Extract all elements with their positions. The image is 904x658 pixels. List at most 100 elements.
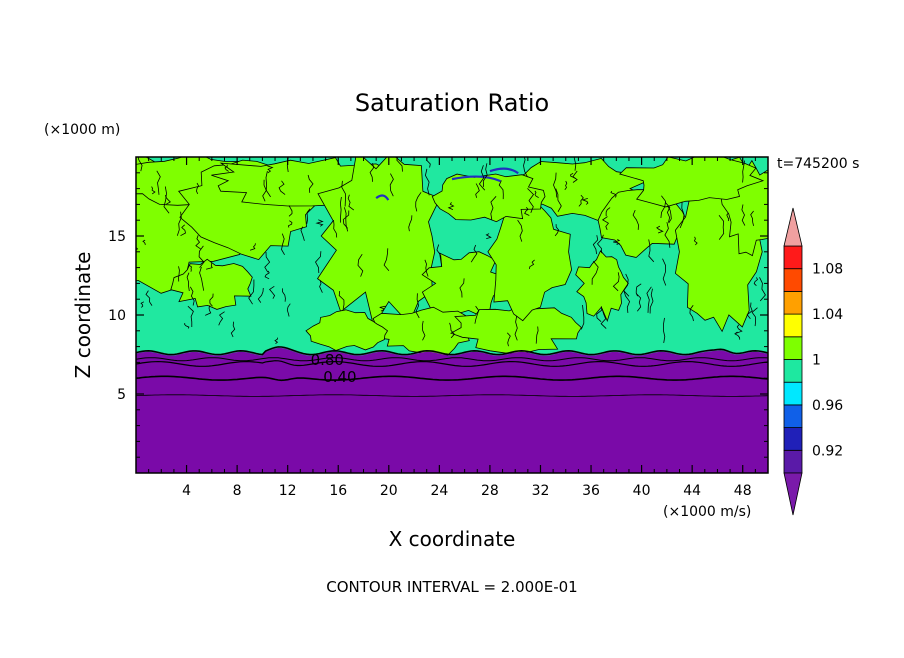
y-axis: 5 10 15 — [108, 172, 768, 458]
colorbar-tick-label: 1 — [812, 353, 821, 369]
contour-squiggle — [257, 287, 264, 303]
y-axis-units: (×1000 m) — [44, 122, 120, 138]
contour-squiggle — [315, 251, 322, 274]
contour-squiggle — [490, 196, 497, 220]
dry-layer-contour — [136, 357, 768, 362]
contour-squiggle — [424, 259, 429, 277]
green-patch — [450, 303, 582, 354]
contour-label-0-80: 0.80 — [311, 351, 344, 369]
contour-squiggle — [415, 293, 420, 319]
green-patch — [305, 309, 389, 351]
contour-squiggle — [156, 170, 161, 195]
contour-squiggle — [269, 285, 276, 299]
contour-squiggle — [592, 235, 599, 255]
contour-squiggle — [507, 332, 511, 347]
colorbar-tick-label: 0.92 — [812, 443, 843, 459]
contour-squiggle — [742, 160, 745, 183]
contour-squiggle — [383, 248, 390, 272]
contour-squiggle — [248, 279, 255, 305]
contour-squiggle — [470, 244, 478, 263]
contour-squiggle — [262, 179, 267, 202]
contour-squiggle — [746, 302, 753, 319]
colorbar-swatch — [783, 449, 803, 474]
contour-squiggle — [424, 168, 430, 196]
contour-squiggle — [300, 226, 305, 241]
contour-squiggle — [485, 233, 492, 239]
contour-squiggle — [646, 286, 652, 313]
contour-squiggle — [482, 163, 488, 187]
contour-squiggle — [415, 192, 422, 212]
contour-squiggle — [136, 246, 139, 252]
contour-squiggle — [679, 201, 685, 229]
contour-squiggle — [759, 277, 766, 302]
cyan-streaks — [375, 167, 519, 201]
x-axis-label: X coordinate — [389, 527, 516, 551]
dry-lower-layer-fill — [136, 347, 768, 473]
contour-squiggle — [347, 194, 355, 211]
y-tick-label: 5 — [117, 387, 126, 403]
contour-squiggle — [286, 303, 291, 317]
contour-squiggle — [534, 190, 539, 199]
colorbar-swatch — [783, 404, 803, 428]
green-patch — [316, 157, 441, 328]
contour-squiggle — [514, 315, 518, 341]
contour-squiggle — [750, 210, 754, 226]
colorbar: 0.92 0.96 1 1.04 1.08 — [783, 207, 843, 516]
y-tick-label: 15 — [108, 229, 126, 245]
contour-squiggle — [623, 290, 631, 313]
contour-squiggle — [578, 194, 584, 207]
contour-squiggle — [198, 245, 205, 268]
x-tick-label: 4 — [182, 483, 191, 499]
contour-squiggle — [459, 278, 465, 298]
contour-squiggle — [282, 288, 286, 302]
x-tick-label: 20 — [380, 483, 398, 499]
contour-squiggle — [601, 216, 609, 230]
contour-squiggle — [527, 188, 535, 213]
contour-squiggle — [315, 219, 324, 227]
contour-squiggle — [176, 211, 182, 236]
contour-squiggle — [623, 273, 630, 297]
x-tick-label: 24 — [430, 483, 448, 499]
contour-squiggle — [474, 305, 480, 324]
contour-squiggle — [524, 206, 530, 216]
x-tick-label: 36 — [582, 483, 600, 499]
contour-squiggle — [662, 258, 667, 286]
contour-squiggle — [554, 224, 560, 237]
contour-squiggle — [636, 293, 642, 312]
contour-squiggle — [184, 323, 190, 329]
contour-squiggle — [689, 305, 694, 322]
plot-area — [136, 157, 768, 473]
contour-squiggle — [339, 196, 342, 223]
colorbar-swatch — [783, 290, 803, 315]
contour-squiggle — [369, 163, 375, 182]
contour-squiggle — [195, 235, 202, 250]
dry-layer-contour — [136, 394, 768, 397]
contour-squiggle — [145, 290, 153, 306]
y-axis-label: Z coordinate — [71, 252, 95, 379]
contour-squiggle — [436, 244, 442, 267]
contour-squiggle — [274, 337, 279, 345]
green-patch — [170, 258, 253, 310]
contour-squiggle — [163, 186, 170, 214]
green-patch — [575, 250, 629, 323]
contour-squiggle — [178, 266, 180, 282]
contour-squiggle — [188, 264, 192, 272]
contour-squiggle — [389, 173, 394, 197]
contour-squiggle — [635, 283, 642, 297]
contour-squiggle — [649, 288, 654, 314]
contour-squiggle — [573, 157, 577, 171]
contour-squiggle — [447, 202, 455, 210]
contour-squiggle — [478, 165, 486, 191]
transition-band-fill — [136, 346, 768, 356]
contour-squiggle — [751, 307, 758, 327]
x-tick-label: 32 — [532, 483, 550, 499]
colorbar-tick-label: 0.96 — [812, 398, 843, 414]
contour-squiggle — [553, 172, 558, 198]
contour-squiggle — [572, 170, 578, 183]
contour-squiggle — [600, 308, 607, 329]
contour-squiggle — [718, 215, 725, 240]
contour-squiggle — [333, 220, 338, 238]
x-tick-label: 16 — [329, 483, 347, 499]
low-saturation-streak — [375, 194, 390, 201]
